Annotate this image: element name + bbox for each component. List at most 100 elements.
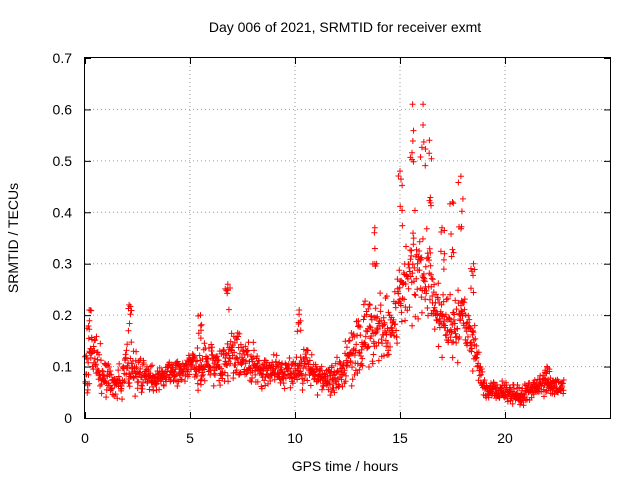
- data-point: [128, 360, 135, 367]
- data-point: [445, 337, 452, 344]
- data-point: [461, 296, 468, 303]
- data-point: [465, 312, 472, 319]
- data-point: [392, 321, 399, 328]
- data-point: [101, 372, 108, 379]
- data-point: [451, 320, 458, 327]
- data-point: [128, 339, 135, 346]
- data-point: [367, 313, 374, 320]
- data-point: [442, 324, 449, 331]
- data-point: [360, 301, 367, 308]
- data-point: [242, 343, 249, 350]
- data-point: [431, 304, 438, 311]
- data-point: [225, 350, 232, 357]
- data-point: [426, 296, 433, 303]
- data-point: [250, 339, 257, 346]
- data-point: [197, 335, 204, 342]
- data-point: [236, 330, 243, 337]
- data-point: [297, 327, 304, 334]
- data-point: [252, 371, 259, 378]
- data-point: [411, 207, 418, 214]
- data-point: [379, 340, 386, 347]
- data-point: [218, 365, 225, 372]
- data-point: [214, 353, 221, 360]
- data-point: [422, 263, 429, 270]
- data-point: [560, 376, 567, 383]
- data-point: [469, 331, 476, 338]
- data-point: [458, 208, 465, 215]
- y-tick-label: 0.5: [53, 153, 73, 169]
- data-point: [256, 357, 263, 364]
- data-point: [441, 250, 448, 257]
- data-point: [426, 257, 433, 264]
- data-point: [211, 360, 218, 367]
- data-point: [354, 332, 361, 339]
- data-point: [183, 362, 190, 369]
- data-point: [98, 390, 105, 397]
- data-point: [411, 291, 418, 298]
- data-point: [409, 137, 416, 144]
- data-point: [280, 380, 287, 387]
- data-point: [424, 305, 431, 312]
- data-point: [470, 260, 477, 267]
- data-point: [458, 223, 465, 230]
- data-point: [364, 344, 371, 351]
- data-point: [87, 354, 94, 361]
- data-point: [356, 350, 363, 357]
- data-point: [559, 380, 566, 387]
- data-point: [307, 382, 314, 389]
- data-point: [215, 357, 222, 364]
- data-point: [121, 378, 128, 385]
- data-point: [507, 384, 514, 391]
- data-point: [397, 302, 404, 309]
- data-point: [224, 362, 231, 369]
- data-point: [410, 241, 417, 248]
- data-point: [179, 360, 186, 367]
- data-point: [224, 290, 231, 297]
- y-tick-label: 0.3: [53, 256, 73, 272]
- data-point: [373, 342, 380, 349]
- data-point: [147, 363, 154, 370]
- data-point: [481, 377, 488, 384]
- data-point: [419, 235, 426, 242]
- data-point: [415, 315, 422, 322]
- data-point: [459, 310, 466, 317]
- data-point: [442, 311, 449, 318]
- data-point: [112, 391, 119, 398]
- x-tick-label: 0: [81, 430, 89, 446]
- data-point: [426, 150, 433, 157]
- data-point: [156, 364, 163, 371]
- data-point: [233, 367, 240, 374]
- data-point: [156, 386, 163, 393]
- data-point: [191, 353, 198, 360]
- data-point: [282, 375, 289, 382]
- data-point: [107, 367, 114, 374]
- data-point: [409, 261, 416, 268]
- data-point: [510, 385, 517, 392]
- data-point: [119, 396, 126, 403]
- data-point: [85, 371, 92, 378]
- data-point: [549, 387, 556, 394]
- data-point: [303, 354, 310, 361]
- data-point: [394, 340, 401, 347]
- data-point: [420, 139, 427, 146]
- data-point: [356, 366, 363, 373]
- data-point: [421, 278, 428, 285]
- data-point: [469, 368, 476, 375]
- data-point: [125, 327, 132, 334]
- data-point: [326, 377, 333, 384]
- data-point: [300, 346, 307, 353]
- data-point: [443, 331, 450, 338]
- data-point: [327, 392, 334, 399]
- data-point: [448, 329, 455, 336]
- data-point: [204, 361, 211, 368]
- data-point: [399, 222, 406, 229]
- data-point: [125, 359, 132, 366]
- data-point: [211, 370, 218, 377]
- data-point: [428, 155, 435, 162]
- data-point: [427, 262, 434, 269]
- data-point: [105, 361, 112, 368]
- axis-ticks: [85, 58, 610, 419]
- data-point: [238, 361, 245, 368]
- data-point: [98, 381, 105, 388]
- data-point: [467, 265, 474, 272]
